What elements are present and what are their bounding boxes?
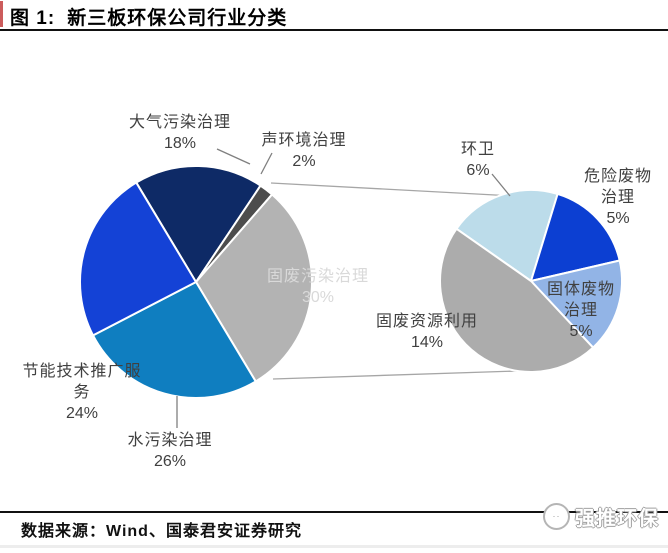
main-pie-label-3: 水污染治理 26% <box>127 430 212 472</box>
connector-line <box>216 148 251 165</box>
title-accent-bar <box>0 1 3 27</box>
bottom-edge-strip <box>0 545 668 548</box>
slice-name: 水污染治理 <box>127 432 213 449</box>
watermark: ·· 强推环保 <box>543 498 659 534</box>
secondary-pie-slice-0 <box>455 189 559 282</box>
secondary-pie-slice-1 <box>530 192 621 282</box>
slice-name: 固废污染治理 <box>266 268 370 285</box>
figure-title: 图 1: 新三板环保公司行业分类 <box>10 3 287 30</box>
watermark-logo-icon: ·· <box>543 502 570 530</box>
data-source-note: 数据来源：Wind、国泰君安证券研究 <box>21 523 302 540</box>
figure-title-text: 新三板环保公司行业分类 <box>67 8 288 29</box>
secondary-pie-label-0: 环卫 6% <box>461 139 495 181</box>
main-pie-label-2: 固废污染治理 30% <box>267 266 369 308</box>
secondary-pie-label-3: 固废资源利用 14% <box>376 311 478 353</box>
secondary-pie-slice-3 <box>439 227 595 373</box>
slice-name: 声环境治理 <box>261 132 347 149</box>
footer-divider <box>0 511 668 513</box>
main-pie-label-4: 节能技术推广服务 24% <box>21 361 143 424</box>
main-pie-label-0: 大气污染治理 18% <box>129 112 231 154</box>
slice-name: 大气污染治理 <box>128 114 232 131</box>
slice-name: 固废资源利用 <box>375 313 479 330</box>
slice-name: 固体废物治理 <box>546 281 615 319</box>
secondary-pie-label-1: 危险废物治理 5% <box>582 166 654 229</box>
main-pie-slice-2 <box>195 193 313 383</box>
connector-line <box>260 152 273 175</box>
slice-percent: 26% <box>153 453 187 470</box>
slice-name: 环卫 <box>460 141 496 158</box>
connector-line <box>270 182 515 197</box>
slice-percent: 6% <box>466 162 490 179</box>
slice-percent: 14% <box>410 334 444 351</box>
slice-name: 节能技术推广服务 <box>22 363 142 401</box>
watermark-text: 强推环保 <box>575 507 659 530</box>
slice-percent: 18% <box>163 135 197 152</box>
main-pie-slice-3 <box>92 281 257 399</box>
slice-name: 危险废物治理 <box>583 168 652 206</box>
connector-line <box>491 173 511 197</box>
slice-percent: 30% <box>301 289 335 306</box>
secondary-pie-slice-2 <box>530 259 623 349</box>
slice-percent: 2% <box>292 153 316 170</box>
slice-percent: 5% <box>606 210 630 227</box>
figure-number: 图 1: <box>10 8 56 29</box>
main-pie-slice-0 <box>135 165 262 283</box>
main-pie-label-1: 声环境治理 2% <box>261 130 346 172</box>
figure-title-bar: 图 1: 新三板环保公司行业分类 <box>0 0 668 31</box>
connector-line <box>272 370 518 380</box>
slice-percent: 5% <box>569 323 593 340</box>
slice-percent: 24% <box>65 405 99 422</box>
secondary-pie-label-2: 固体废物治理 5% <box>545 279 617 342</box>
main-pie-slice-4 <box>79 181 197 337</box>
